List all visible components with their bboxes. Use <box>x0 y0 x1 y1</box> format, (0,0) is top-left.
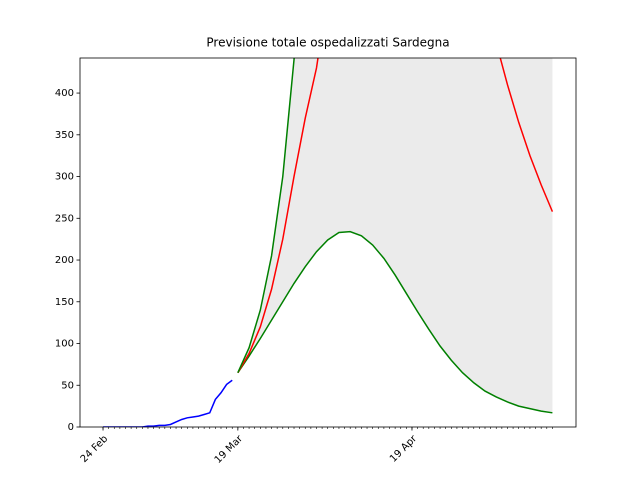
y-tick-label: 0 <box>68 422 74 433</box>
x-tick-label: 19 Mar <box>213 433 246 466</box>
y-tick-label: 100 <box>55 339 74 350</box>
x-tick-label: 24 Feb <box>79 433 111 465</box>
series-line <box>237 58 295 374</box>
y-tick-label: 250 <box>55 213 74 224</box>
y-tick-label: 300 <box>55 172 74 183</box>
series-line <box>103 379 233 427</box>
y-tick-label: 50 <box>61 380 74 391</box>
plot-area <box>103 58 554 427</box>
y-tick-label: 400 <box>55 88 74 99</box>
forecast-band <box>237 58 553 413</box>
series-line <box>237 230 553 414</box>
chart-title: Previsione totale ospedalizzati Sardegna <box>206 36 449 50</box>
x-tick-label: 19 Apr <box>388 433 420 465</box>
y-tick-label: 150 <box>55 297 74 308</box>
y-tick-label: 350 <box>55 130 74 141</box>
y-tick-label: 200 <box>55 255 74 266</box>
series-line <box>237 58 554 374</box>
